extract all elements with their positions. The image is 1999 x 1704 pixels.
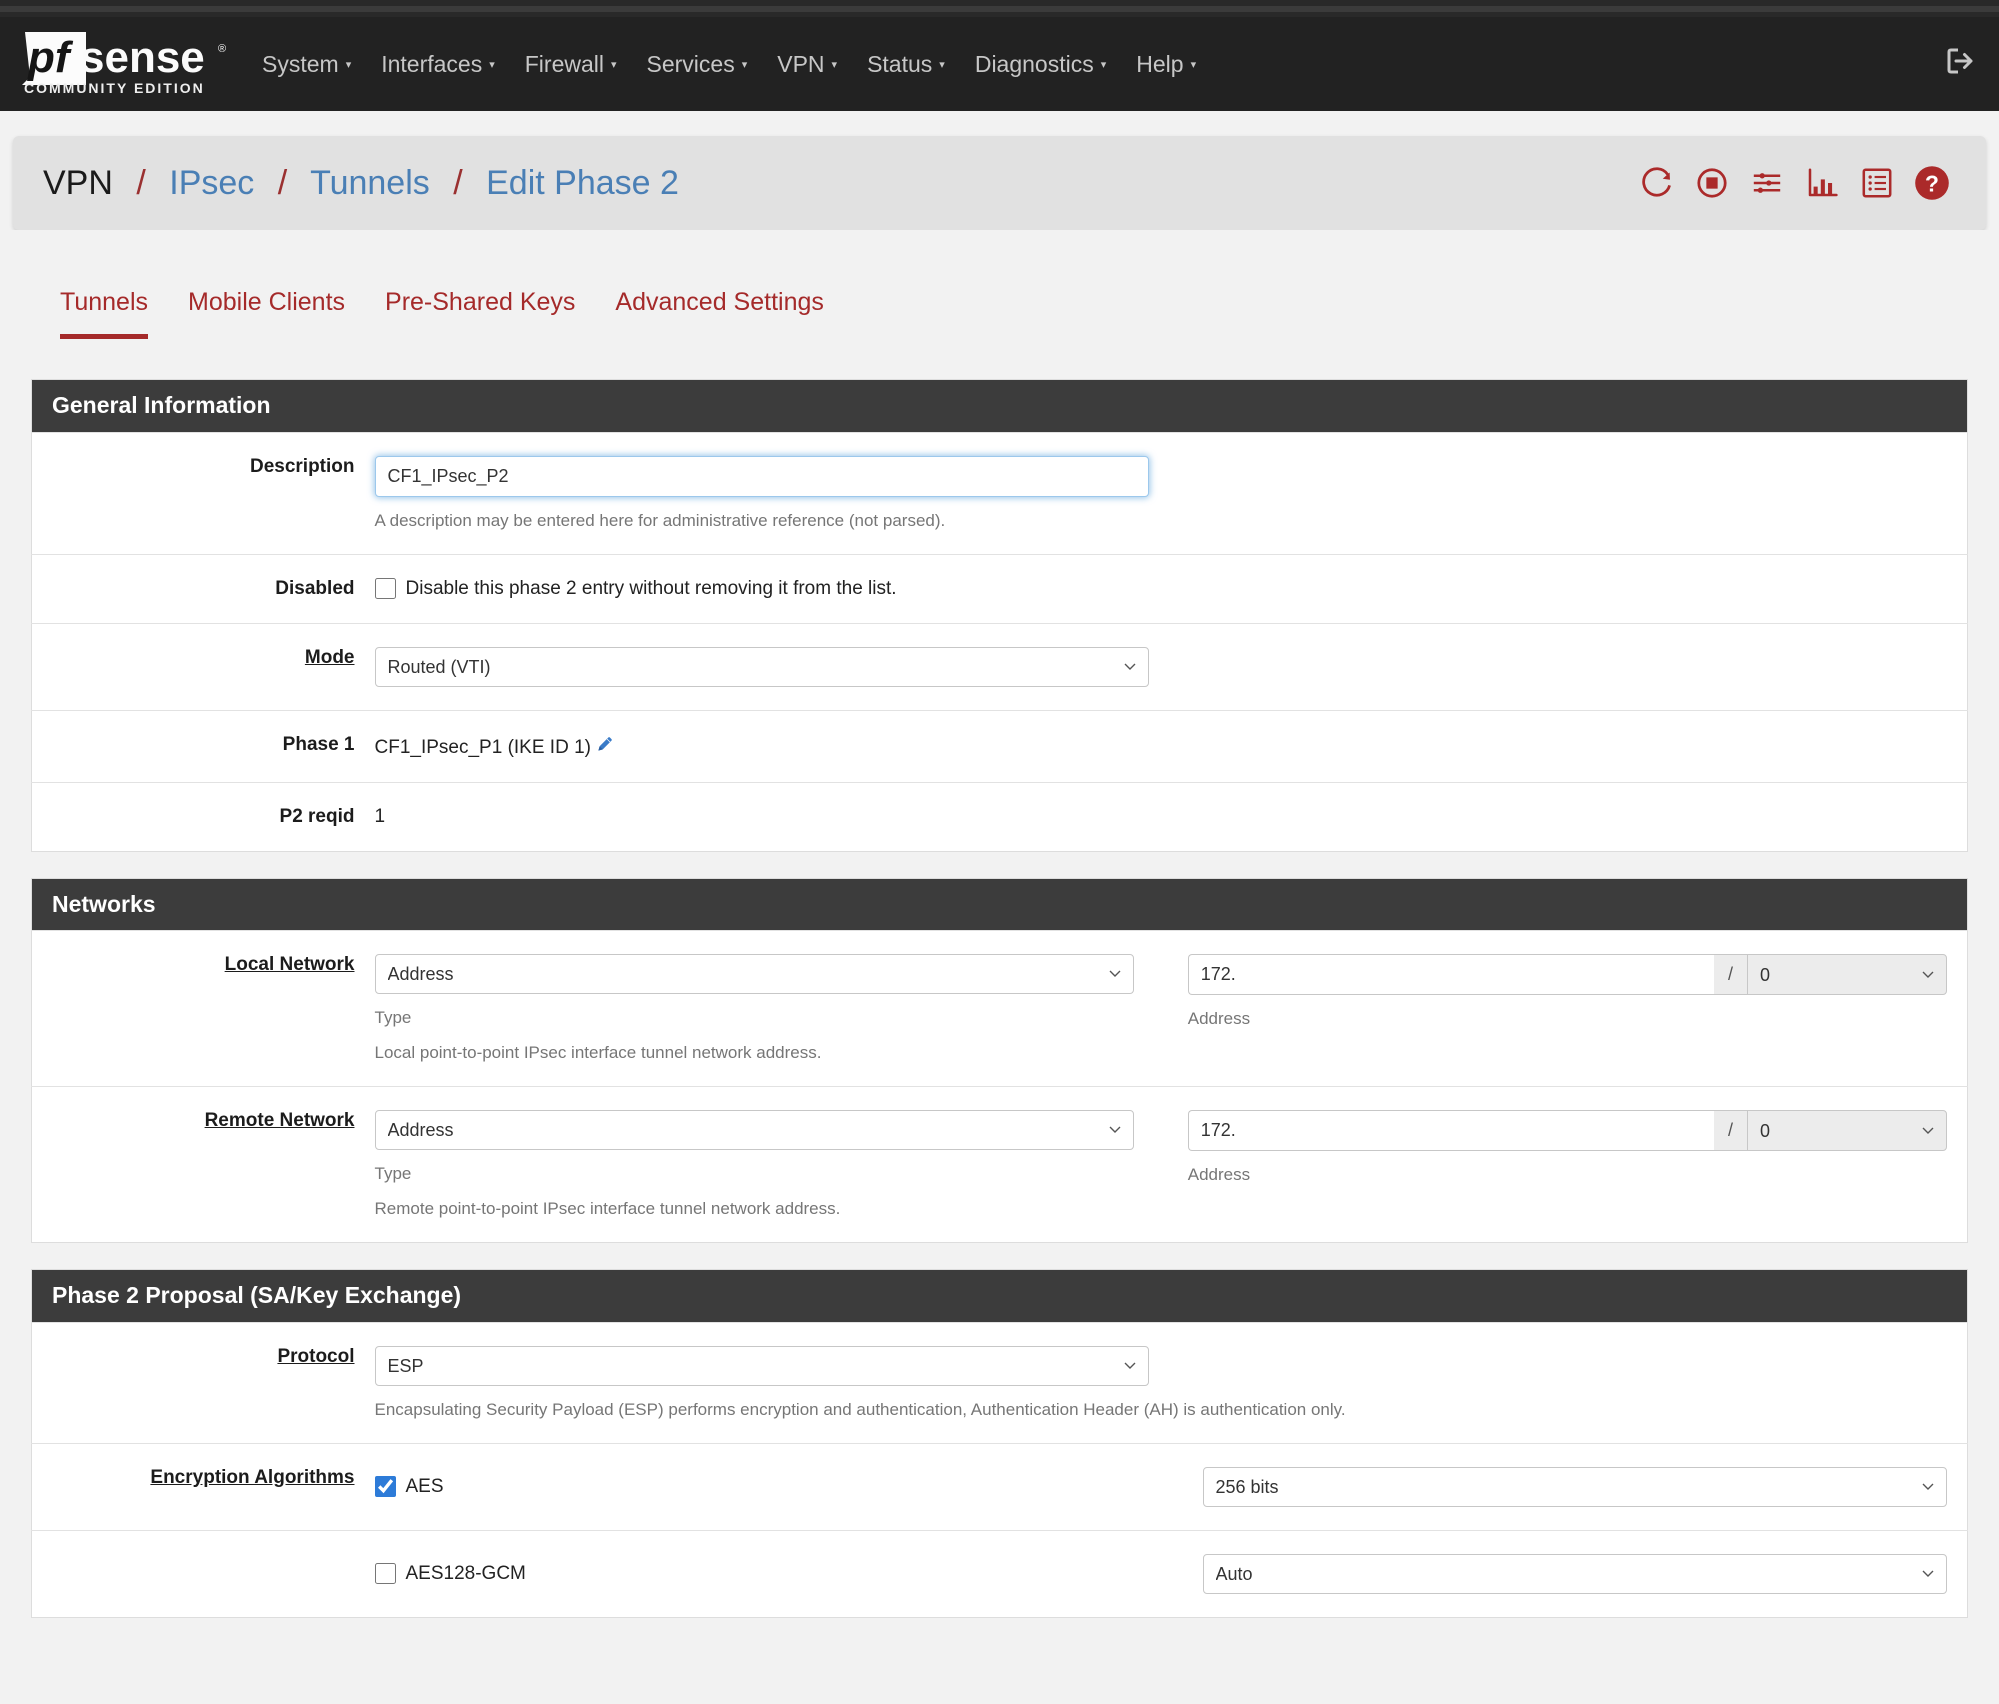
svg-text:COMMUNITY EDITION: COMMUNITY EDITION (24, 80, 205, 96)
svg-text:sense: sense (80, 33, 205, 82)
svg-text:?: ? (1925, 170, 1939, 196)
svg-text:®: ® (218, 43, 226, 55)
svg-text:pf: pf (27, 33, 74, 82)
